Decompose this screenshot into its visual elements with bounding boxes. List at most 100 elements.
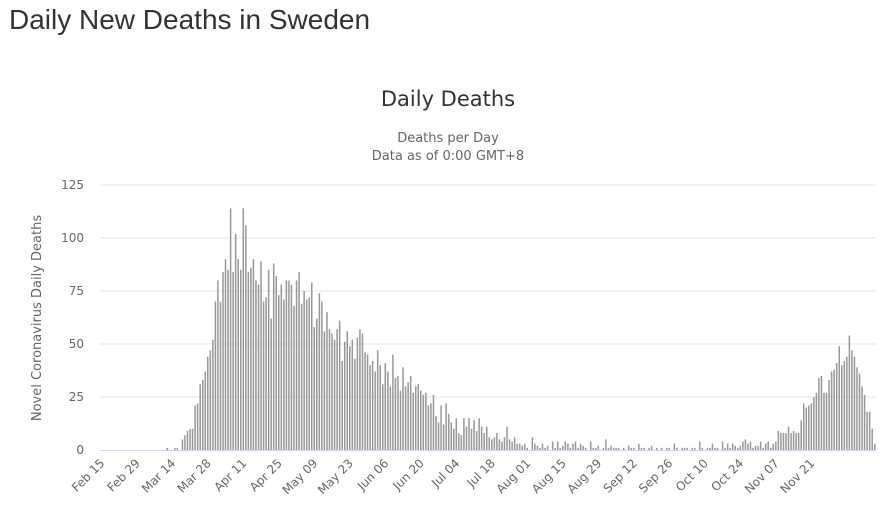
bar[interactable] xyxy=(627,445,630,450)
bar[interactable] xyxy=(833,369,835,450)
bar[interactable] xyxy=(298,271,300,450)
bar[interactable] xyxy=(539,447,541,450)
bar[interactable] xyxy=(681,447,683,450)
bar[interactable] xyxy=(328,329,331,450)
bar[interactable] xyxy=(835,363,838,450)
bar[interactable] xyxy=(379,365,381,450)
bar[interactable] xyxy=(437,422,440,450)
bar[interactable] xyxy=(559,447,562,450)
bar[interactable] xyxy=(310,282,313,450)
bar[interactable] xyxy=(617,447,620,450)
bar[interactable] xyxy=(491,439,493,450)
bar[interactable] xyxy=(394,377,397,450)
bar[interactable] xyxy=(830,371,833,450)
bar[interactable] xyxy=(199,384,201,450)
bar[interactable] xyxy=(425,392,427,450)
bar[interactable] xyxy=(729,447,731,450)
bar[interactable] xyxy=(232,271,234,450)
bar[interactable] xyxy=(861,386,863,450)
bar[interactable] xyxy=(785,433,787,450)
bar[interactable] xyxy=(551,441,554,450)
bar[interactable] xyxy=(262,301,265,450)
bar[interactable] xyxy=(597,445,600,450)
bar[interactable] xyxy=(272,263,275,450)
bar[interactable] xyxy=(417,384,420,450)
bar[interactable] xyxy=(318,293,321,450)
bar[interactable] xyxy=(468,418,470,450)
bar[interactable] xyxy=(564,441,567,450)
bar[interactable] xyxy=(336,329,338,450)
bar[interactable] xyxy=(810,403,813,450)
bar[interactable] xyxy=(584,447,587,450)
bar[interactable] xyxy=(693,447,696,450)
bar[interactable] xyxy=(478,418,480,450)
bar[interactable] xyxy=(724,447,726,450)
bar[interactable] xyxy=(364,352,366,450)
bar[interactable] xyxy=(475,430,478,450)
bar[interactable] xyxy=(270,318,272,450)
bar[interactable] xyxy=(524,443,526,450)
bar[interactable] xyxy=(711,443,714,450)
bar[interactable] xyxy=(316,318,318,450)
bar[interactable] xyxy=(255,280,257,450)
bar[interactable] xyxy=(544,447,546,450)
bar[interactable] xyxy=(404,386,407,450)
bar[interactable] xyxy=(308,297,310,450)
bar[interactable] xyxy=(265,297,267,450)
bar[interactable] xyxy=(714,447,716,450)
bar[interactable] xyxy=(460,435,463,450)
bar[interactable] xyxy=(354,358,356,450)
bar[interactable] xyxy=(349,346,351,450)
bar[interactable] xyxy=(501,441,503,450)
bar[interactable] xyxy=(640,447,643,450)
bar[interactable] xyxy=(676,447,678,450)
bar[interactable] xyxy=(290,284,293,450)
bar[interactable] xyxy=(843,360,846,450)
bar[interactable] xyxy=(686,447,688,450)
bar[interactable] xyxy=(257,284,260,450)
bar[interactable] xyxy=(247,271,250,450)
bar[interactable] xyxy=(868,411,871,450)
bar[interactable] xyxy=(217,280,219,450)
bar[interactable] xyxy=(541,443,544,450)
bar[interactable] xyxy=(207,356,209,450)
bar[interactable] xyxy=(655,447,658,450)
bar[interactable] xyxy=(660,447,663,450)
bar[interactable] xyxy=(775,441,777,450)
bar[interactable] xyxy=(633,447,635,450)
bar[interactable] xyxy=(777,430,780,450)
bar[interactable] xyxy=(592,447,594,450)
bar[interactable] xyxy=(242,208,245,450)
bar[interactable] xyxy=(463,418,465,450)
bar[interactable] xyxy=(485,426,488,450)
bar[interactable] xyxy=(767,441,769,450)
bar[interactable] xyxy=(402,367,404,450)
bar[interactable] xyxy=(511,441,513,450)
bar[interactable] xyxy=(813,397,815,450)
bar[interactable] xyxy=(488,437,491,450)
bar[interactable] xyxy=(800,420,802,450)
bar[interactable] xyxy=(828,380,830,450)
bar[interactable] xyxy=(283,299,285,450)
bar[interactable] xyxy=(384,363,387,450)
bar[interactable] xyxy=(754,445,757,450)
bar[interactable] xyxy=(458,433,460,450)
bar[interactable] xyxy=(427,405,430,450)
bar[interactable] xyxy=(414,386,417,450)
bar[interactable] xyxy=(858,373,861,450)
bar[interactable] xyxy=(346,331,349,450)
bar[interactable] xyxy=(534,443,536,450)
bar[interactable] xyxy=(622,447,625,450)
bar[interactable] xyxy=(430,403,432,450)
bar[interactable] xyxy=(721,441,724,450)
bar[interactable] xyxy=(521,445,523,450)
bar[interactable] xyxy=(518,443,521,450)
bar[interactable] xyxy=(222,271,224,450)
bar[interactable] xyxy=(554,447,556,450)
bar[interactable] xyxy=(399,390,402,450)
bar[interactable] xyxy=(605,439,607,450)
bar[interactable] xyxy=(483,433,485,450)
bar[interactable] xyxy=(343,341,346,450)
bar[interactable] xyxy=(369,365,371,450)
bar[interactable] xyxy=(780,433,782,450)
